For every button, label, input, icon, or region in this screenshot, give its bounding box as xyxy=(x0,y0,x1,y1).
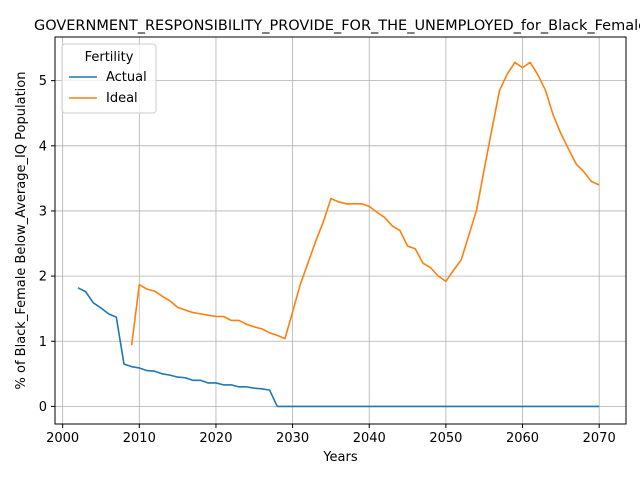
x-tick-label: 2010 xyxy=(123,431,156,446)
x-axis-ticks: 2000 2010 2020 2030 2040 2050 2060 2070 xyxy=(46,424,616,446)
x-tick-label: 2020 xyxy=(199,431,232,446)
series-line-actual xyxy=(77,287,600,408)
x-axis-label: Years xyxy=(322,450,358,465)
plot-frame xyxy=(54,36,627,425)
y-axis-label: % of Black_Female Below_Average_IQ Popul… xyxy=(14,72,29,390)
legend: Fertility Actual Ideal xyxy=(61,43,157,114)
legend-title: Fertility xyxy=(85,50,134,65)
series-line-ideal xyxy=(130,61,600,346)
x-tick-label: 2040 xyxy=(353,431,386,446)
x-tick-label: 2050 xyxy=(429,431,462,446)
x-tick-label: 2030 xyxy=(276,431,309,446)
series-layer xyxy=(77,61,600,408)
y-tick-label: 3 xyxy=(39,204,47,219)
y-tick-label: 5 xyxy=(39,74,47,89)
x-tick-label: 2000 xyxy=(46,431,79,446)
chart-title: GOVERNMENT_RESPONSIBILITY_PROVIDE_FOR_TH… xyxy=(34,18,640,34)
legend-label-actual: Actual xyxy=(106,70,147,85)
legend-box xyxy=(61,43,157,114)
legend-items: Actual Ideal xyxy=(69,70,147,106)
y-tick-label: 4 xyxy=(39,139,47,154)
y-tick-label: 2 xyxy=(39,270,47,285)
legend-label-ideal: Ideal xyxy=(106,91,138,106)
y-tick-label: 0 xyxy=(39,400,47,415)
y-axis-ticks: 0 1 2 3 4 5 xyxy=(39,74,55,415)
y-tick-label: 1 xyxy=(39,335,47,350)
x-tick-label: 2060 xyxy=(506,431,539,446)
x-tick-label: 2070 xyxy=(583,431,616,446)
grid-lines xyxy=(55,37,626,424)
